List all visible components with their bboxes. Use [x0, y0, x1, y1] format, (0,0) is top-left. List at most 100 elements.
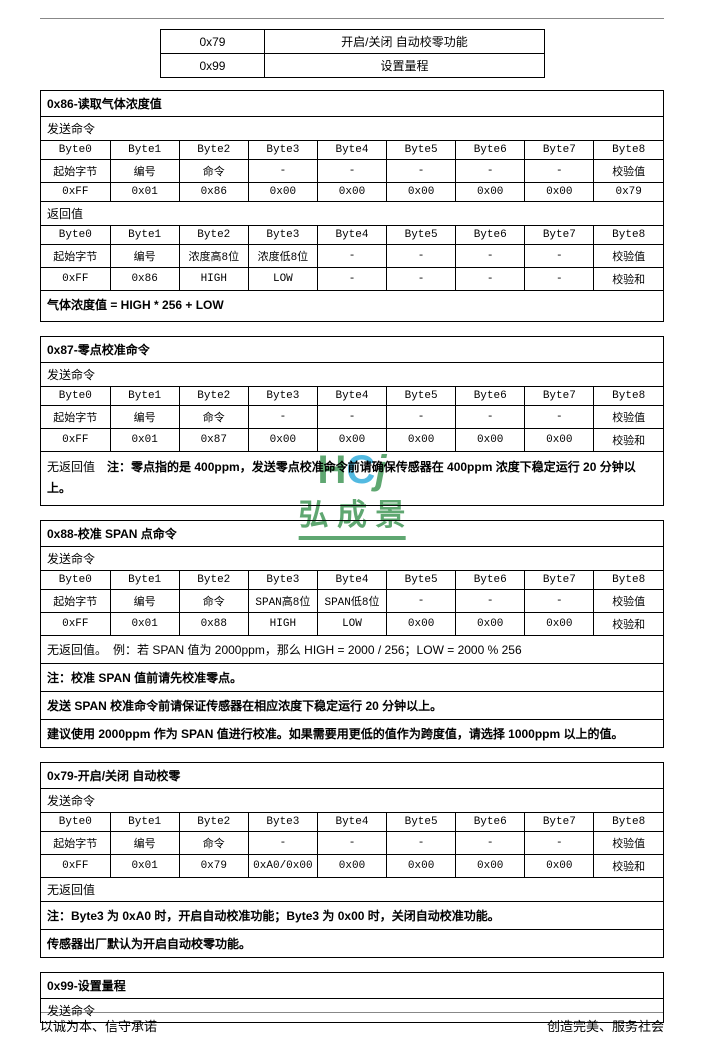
byte-cell: 0x00 — [456, 854, 525, 877]
sub-header: 返回值 — [41, 202, 663, 226]
byte-cell: Byte0 — [41, 387, 110, 406]
byte-cell: - — [248, 405, 317, 428]
byte-cell: 校验和 — [594, 428, 663, 451]
byte-cell: - — [387, 268, 456, 291]
byte-cell: Byte5 — [387, 571, 456, 590]
byte-cell: Byte4 — [317, 141, 386, 160]
byte-cell: 0xFF — [41, 854, 110, 877]
byte-cell: 0x86 — [110, 268, 179, 291]
byte-cell: 0x00 — [317, 854, 386, 877]
command-section: 0x88-校准 SPAN 点命令发送命令Byte0Byte1Byte2Byte3… — [40, 520, 664, 748]
byte-cell: 0x00 — [387, 428, 456, 451]
byte-cell: SPAN高8位 — [248, 589, 317, 612]
byte-cell: 校验和 — [594, 612, 663, 635]
byte-cell: Byte6 — [456, 813, 525, 832]
byte-cell: 0x01 — [110, 183, 179, 202]
byte-cell: Byte5 — [387, 813, 456, 832]
byte-cell: Byte2 — [179, 813, 248, 832]
byte-cell: Byte2 — [179, 226, 248, 245]
byte-cell: 0x86 — [179, 183, 248, 202]
byte-cell: 0x00 — [456, 183, 525, 202]
byte-cell: 校验值 — [594, 160, 663, 183]
byte-cell: Byte3 — [248, 141, 317, 160]
byte-cell: Byte7 — [525, 387, 594, 406]
byte-cell: - — [387, 245, 456, 268]
byte-cell: 0x00 — [525, 183, 594, 202]
top-table-cell: 0x99 — [160, 54, 265, 78]
byte-cell: 校验和 — [594, 268, 663, 291]
byte-cell: - — [248, 831, 317, 854]
byte-cell: HIGH — [179, 268, 248, 291]
byte-cell: Byte1 — [110, 571, 179, 590]
byte-cell: 命令 — [179, 589, 248, 612]
byte-cell: 0x01 — [110, 612, 179, 635]
byte-cell: Byte7 — [525, 571, 594, 590]
byte-cell: 浓度低8位 — [248, 245, 317, 268]
byte-cell: - — [525, 160, 594, 183]
byte-cell: 起始字节 — [41, 831, 110, 854]
byte-cell: Byte2 — [179, 387, 248, 406]
byte-cell: 0x01 — [110, 854, 179, 877]
byte-cell: 编号 — [110, 589, 179, 612]
byte-cell: Byte4 — [317, 571, 386, 590]
byte-cell: 0x00 — [387, 854, 456, 877]
formula-note: 气体浓度值 = HIGH * 256 + LOW — [41, 291, 663, 321]
top-summary-table: 0x79开启/关闭 自动校零功能0x99设置量程 — [160, 29, 545, 78]
byte-cell: 0x00 — [525, 428, 594, 451]
byte-cell: Byte8 — [594, 141, 663, 160]
byte-cell: - — [525, 405, 594, 428]
byte-cell: 0xFF — [41, 268, 110, 291]
byte-cell: Byte7 — [525, 141, 594, 160]
note-row: 注：校准 SPAN 值前请先校准零点。 — [41, 664, 663, 692]
byte-cell: Byte4 — [317, 387, 386, 406]
byte-cell: 校验值 — [594, 589, 663, 612]
byte-cell: - — [456, 160, 525, 183]
byte-cell: - — [456, 245, 525, 268]
byte-cell: 0x00 — [317, 428, 386, 451]
byte-cell: 0x00 — [387, 183, 456, 202]
note-row: 建议使用 2000ppm 作为 SPAN 值进行校准。如果需要用更低的值作为跨度… — [41, 720, 663, 747]
byte-cell: 0xA0/0x00 — [248, 854, 317, 877]
byte-cell: Byte0 — [41, 571, 110, 590]
byte-cell: 校验值 — [594, 831, 663, 854]
byte-cell: 0x00 — [387, 612, 456, 635]
byte-cell: Byte3 — [248, 387, 317, 406]
byte-cell: - — [456, 405, 525, 428]
section-title: 0x88-校准 SPAN 点命令 — [41, 521, 663, 547]
note-row: 发送 SPAN 校准命令前请保证传感器在相应浓度下稳定运行 20 分钟以上。 — [41, 692, 663, 720]
byte-cell: 编号 — [110, 160, 179, 183]
byte-cell: 校验值 — [594, 245, 663, 268]
byte-cell: Byte6 — [456, 571, 525, 590]
byte-cell: - — [248, 160, 317, 183]
byte-cell: - — [317, 405, 386, 428]
byte-cell: 0x88 — [179, 612, 248, 635]
sub-header: 发送命令 — [41, 363, 663, 387]
byte-cell: 编号 — [110, 405, 179, 428]
sub-header: 发送命令 — [41, 547, 663, 571]
byte-cell: Byte6 — [456, 226, 525, 245]
byte-cell: Byte7 — [525, 226, 594, 245]
byte-cell: Byte5 — [387, 226, 456, 245]
byte-cell: Byte2 — [179, 141, 248, 160]
byte-cell: Byte3 — [248, 226, 317, 245]
byte-cell: 起始字节 — [41, 589, 110, 612]
sub-header: 无返回值 — [41, 878, 663, 902]
byte-cell: - — [387, 405, 456, 428]
byte-cell: - — [525, 831, 594, 854]
byte-cell: - — [456, 589, 525, 612]
top-table-cell: 开启/关闭 自动校零功能 — [265, 30, 544, 54]
byte-cell: 0xFF — [41, 612, 110, 635]
byte-table: Byte0Byte1Byte2Byte3Byte4Byte5Byte6Byte7… — [41, 571, 663, 635]
byte-cell: - — [525, 268, 594, 291]
byte-cell: Byte3 — [248, 571, 317, 590]
byte-cell: 起始字节 — [41, 160, 110, 183]
byte-cell: 0x79 — [179, 854, 248, 877]
byte-cell: - — [387, 160, 456, 183]
sub-header: 发送命令 — [41, 999, 663, 1022]
byte-cell: 0x00 — [248, 428, 317, 451]
byte-cell: HIGH — [248, 612, 317, 635]
byte-cell: - — [387, 831, 456, 854]
byte-cell: Byte0 — [41, 813, 110, 832]
byte-cell: Byte5 — [387, 387, 456, 406]
note: 无返回值 注：零点指的是 400ppm，发送零点校准命令前请确保传感器在 400… — [41, 452, 663, 505]
